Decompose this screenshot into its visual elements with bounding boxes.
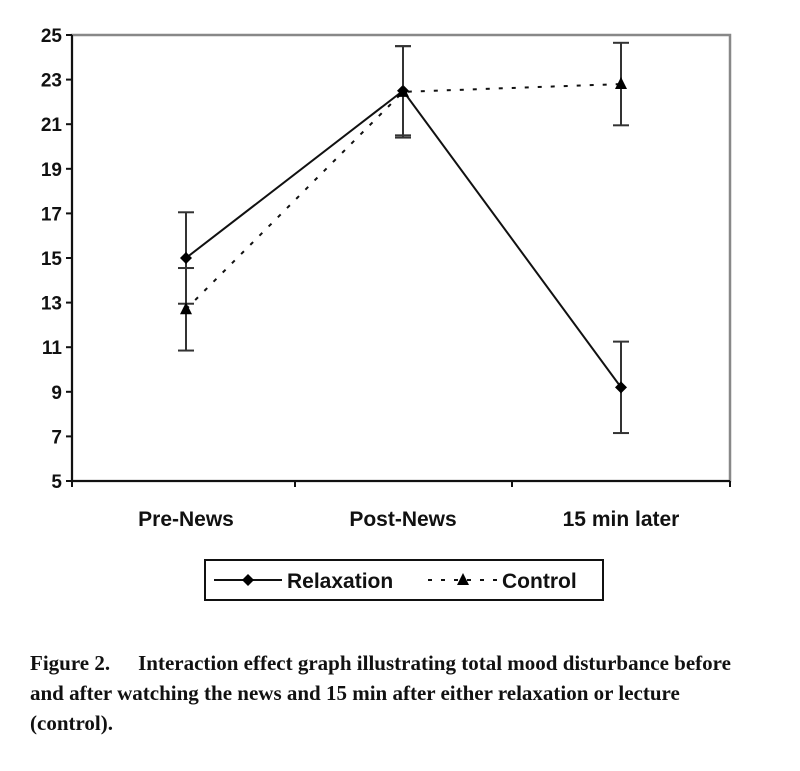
y-tick-label: 17 bbox=[41, 204, 62, 225]
y-tick-label: 13 bbox=[41, 294, 62, 315]
figure-caption: Figure 2. Interaction effect graph illust… bbox=[30, 648, 750, 738]
x-tick-label: Pre-News bbox=[138, 508, 234, 531]
legend-label-control: Control bbox=[502, 570, 577, 593]
triangle-marker bbox=[397, 84, 409, 97]
series-control bbox=[178, 41, 629, 352]
y-tick-label: 19 bbox=[41, 160, 62, 181]
diamond-marker bbox=[615, 381, 627, 394]
legend: Relaxation Control bbox=[204, 559, 604, 601]
x-tick-label: 15 min later bbox=[563, 508, 680, 531]
caption-label: Figure 2. bbox=[30, 651, 111, 675]
triangle-marker bbox=[180, 302, 192, 315]
y-tick-label: 7 bbox=[51, 427, 62, 448]
caption-text: Interaction effect graph illustrating to… bbox=[30, 651, 731, 735]
y-tick-label: 23 bbox=[41, 71, 62, 92]
triangle-marker bbox=[457, 573, 469, 585]
legend-label-relaxation: Relaxation bbox=[287, 570, 393, 593]
y-tick-label: 5 bbox=[51, 472, 62, 493]
y-tick-label: 25 bbox=[41, 26, 63, 47]
y-tick-label: 9 bbox=[51, 383, 62, 404]
diamond-marker bbox=[242, 574, 254, 586]
y-tick-label: 21 bbox=[41, 115, 63, 136]
x-tick-label: Post-News bbox=[349, 508, 456, 531]
diamond-marker bbox=[180, 252, 192, 264]
y-tick-label: 15 bbox=[41, 249, 63, 270]
triangle-marker bbox=[615, 77, 627, 90]
y-tick-label: 11 bbox=[42, 338, 63, 359]
chart: 5 7 9 11 13 15 17 19 21 23 25 Pre-News Post-News 15 m… bbox=[41, 26, 732, 601]
plot-frame bbox=[70, 33, 732, 483]
